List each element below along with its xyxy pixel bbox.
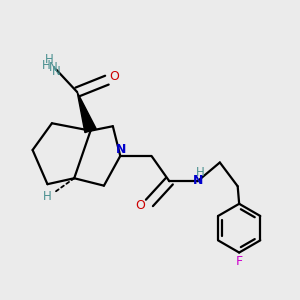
Text: F: F (236, 255, 243, 268)
Text: N: N (116, 143, 127, 156)
Text: H: H (196, 166, 204, 179)
Text: N: N (49, 61, 58, 74)
Text: H: H (43, 190, 51, 202)
Polygon shape (77, 92, 96, 133)
Text: N: N (193, 174, 203, 187)
Text: N: N (52, 65, 61, 78)
Text: O: O (110, 70, 119, 83)
Text: H: H (45, 53, 53, 66)
Text: O: O (136, 200, 146, 212)
Text: H: H (42, 59, 50, 72)
